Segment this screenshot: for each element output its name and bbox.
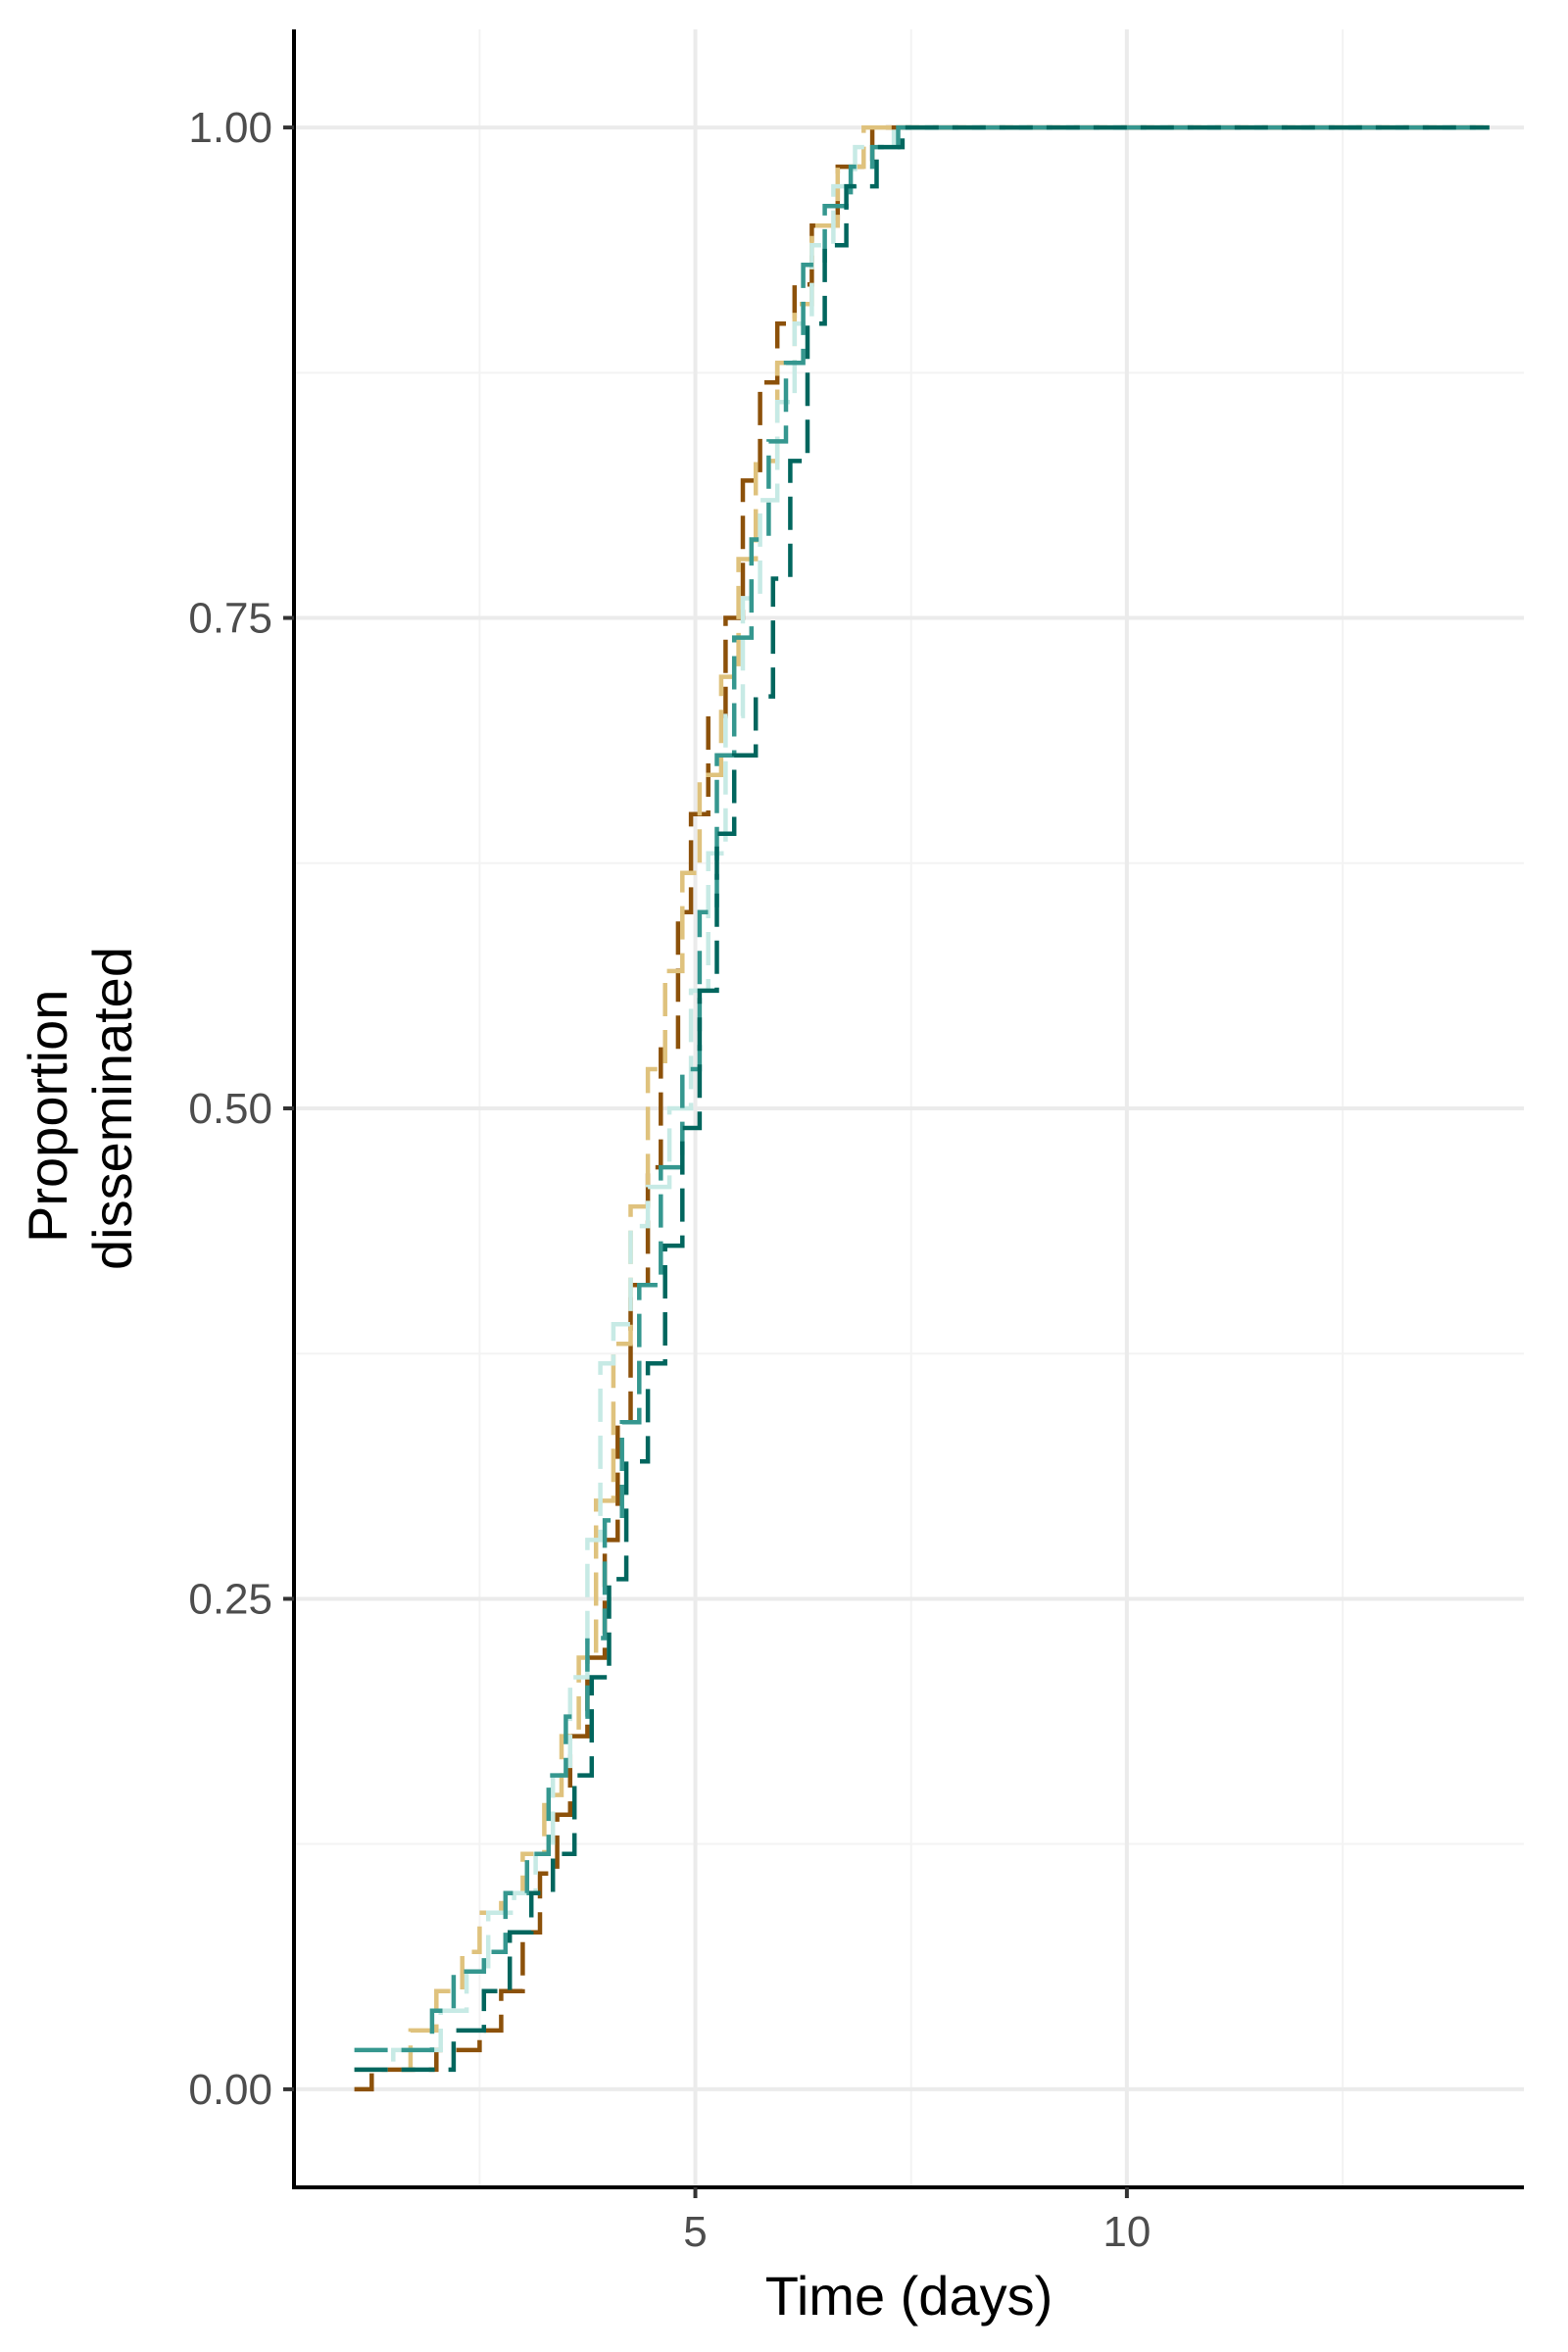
y-axis-ticks: 0.00 0.25 0.50 0.75 1.00 [188,104,294,2114]
major-gridlines-x [693,29,1129,2187]
series-line-5 [354,124,1490,2073]
minor-gridlines-y [294,371,1524,1845]
y-axis-title-line-1: Proportion [17,990,78,1243]
x-tick-label-1: 10 [1102,2208,1151,2256]
series-line-4 [354,124,1490,2053]
y-tick-label-3: 0.75 [188,595,272,643]
y-tick-label-1: 0.25 [188,1575,272,1623]
series-layer [354,124,1490,2092]
major-gridlines-y [294,125,1524,2091]
y-tick-label-2: 0.50 [188,1085,272,1133]
series-line-2 [354,124,1490,2073]
y-axis-title-line-2: disseminated [81,947,143,1270]
y-tick-label-0: 0.00 [188,2066,272,2114]
x-axis-ticks: 5 10 [683,2187,1151,2256]
x-axis-title: Time (days) [765,2265,1054,2327]
y-tick-label-4: 1.00 [188,104,272,152]
y-axis-title: Proportion disseminated [17,947,143,1270]
x-tick-label-0: 5 [683,2208,707,2256]
series-line-3 [354,124,1490,2073]
